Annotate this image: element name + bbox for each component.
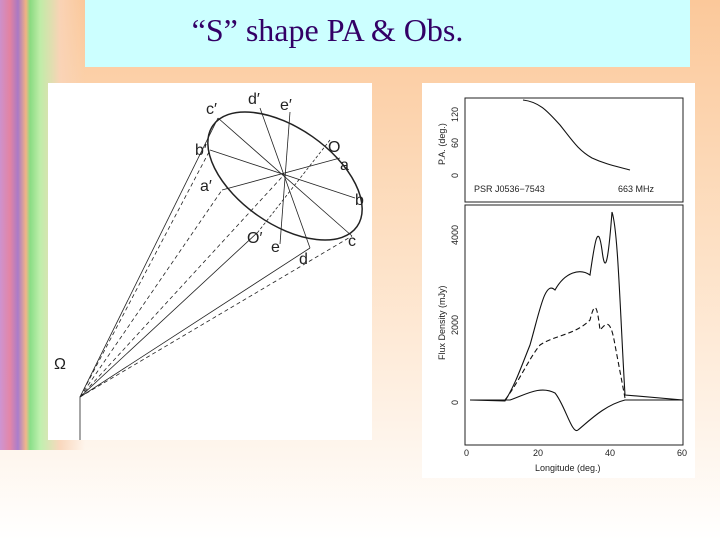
omega-label: Ω: [54, 356, 66, 373]
axis-label: P.A. (deg.): [437, 123, 447, 165]
plot-curves: [469, 99, 684, 431]
diagram-lines: [79, 107, 363, 440]
point-label: a: [340, 157, 349, 174]
point-label: d′: [248, 91, 260, 108]
tick-label: 40: [605, 448, 615, 458]
diagram-labels: c′ d′ e′ O a b c d e O′ a′ b′ Ω: [54, 91, 364, 373]
plot-labels: P.A. (deg.) 0 60 120 PSR J0536−7543 663 …: [437, 107, 687, 473]
tick-label: 20: [533, 448, 543, 458]
axis-label: Longitude (deg.): [535, 463, 601, 473]
point-label: b: [355, 192, 364, 209]
title-box: [85, 0, 690, 67]
tick-label: 60: [450, 138, 460, 148]
point-label: c: [348, 233, 356, 250]
frequency: 663 MHz: [618, 184, 655, 194]
slide-title: “S” shape PA & Obs.: [191, 12, 464, 48]
tick-label: 0: [464, 448, 469, 458]
axis-label: Flux Density (mJy): [437, 285, 447, 360]
point-label: d: [299, 251, 308, 268]
tick-label: 0: [450, 400, 460, 405]
point-label: a′: [200, 178, 212, 195]
plot-frames: [464, 97, 684, 446]
tick-label: 2000: [450, 315, 460, 335]
point-label: b′: [195, 142, 207, 159]
tick-label: 4000: [450, 225, 460, 245]
pulsar-name: PSR J0536−7543: [474, 184, 545, 194]
point-label: c′: [206, 101, 217, 118]
tick-label: 60: [677, 448, 687, 458]
plot-panel: [422, 83, 695, 478]
tick-label: 120: [450, 107, 460, 122]
point-label: O′: [247, 230, 262, 247]
tick-label: 0: [450, 173, 460, 178]
point-label: e′: [280, 97, 292, 114]
point-label: O: [328, 139, 340, 156]
point-label: e: [271, 239, 280, 256]
diagram-panel: [48, 83, 372, 440]
